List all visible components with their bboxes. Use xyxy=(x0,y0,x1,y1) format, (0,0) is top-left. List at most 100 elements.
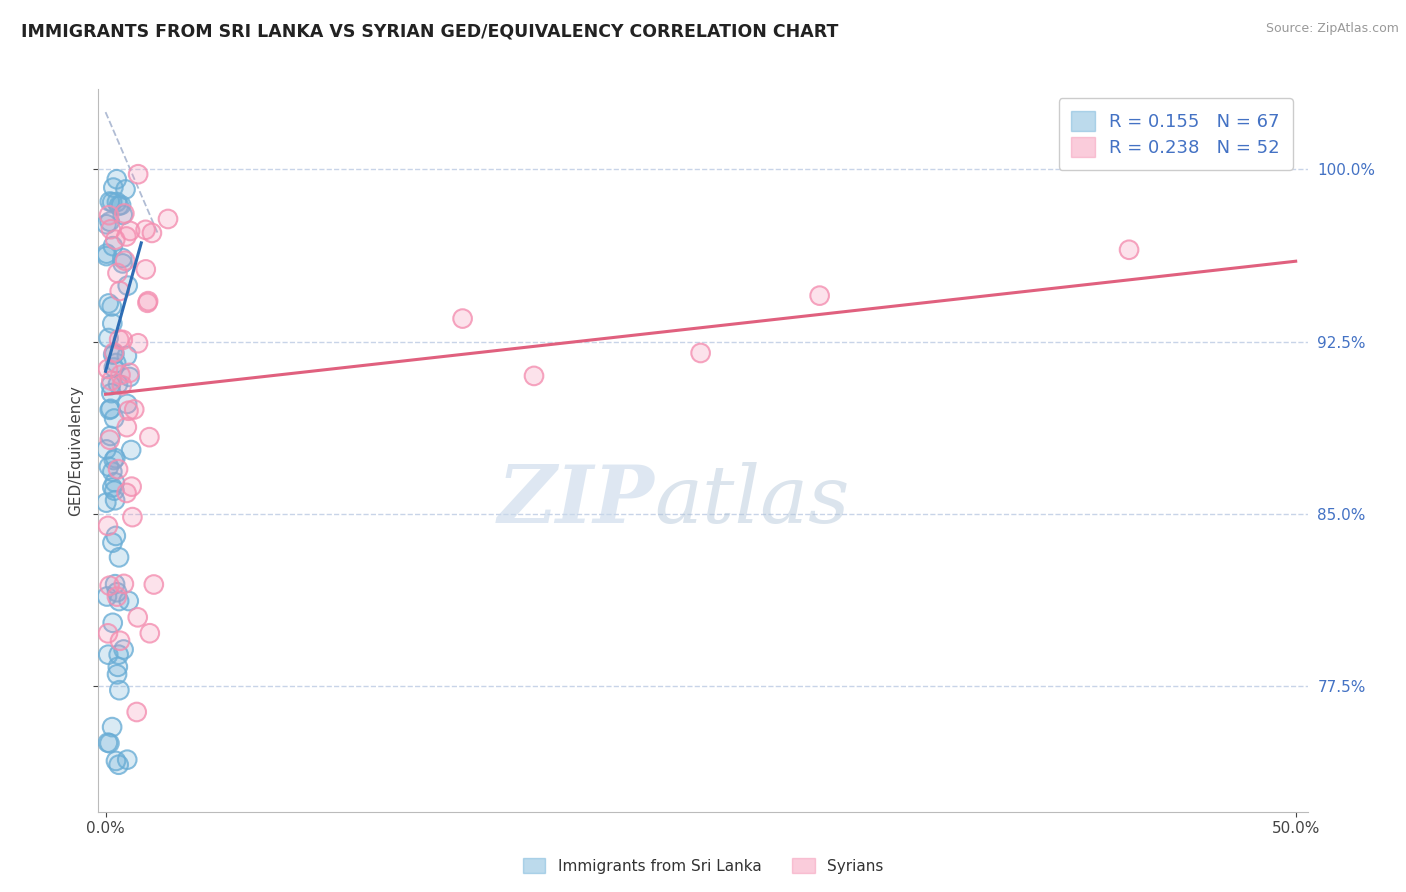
Point xyxy=(96,217,118,231)
Point xyxy=(100,374,122,388)
Point xyxy=(103,346,125,360)
Point xyxy=(118,594,141,608)
Point xyxy=(107,757,129,772)
Point xyxy=(156,211,179,226)
Point xyxy=(97,519,120,533)
Point xyxy=(107,648,129,662)
Point xyxy=(103,453,125,467)
Point xyxy=(105,585,128,599)
Point xyxy=(115,229,138,244)
Point xyxy=(110,198,132,212)
Point xyxy=(105,356,128,370)
Point xyxy=(101,465,124,479)
Point xyxy=(142,577,165,591)
Point xyxy=(101,465,124,479)
Point xyxy=(115,349,138,363)
Point xyxy=(97,519,120,533)
Point xyxy=(156,211,179,226)
Point xyxy=(117,403,139,417)
Point xyxy=(98,208,121,222)
Text: IMMIGRANTS FROM SRI LANKA VS SYRIAN GED/EQUIVALENCY CORRELATION CHART: IMMIGRANTS FROM SRI LANKA VS SYRIAN GED/… xyxy=(21,22,838,40)
Point xyxy=(104,754,127,768)
Point xyxy=(104,475,127,490)
Point xyxy=(105,585,128,599)
Point xyxy=(111,333,134,347)
Point xyxy=(96,495,118,509)
Point xyxy=(98,736,121,750)
Point xyxy=(107,660,129,674)
Point xyxy=(104,529,127,543)
Point xyxy=(96,249,118,263)
Point xyxy=(107,266,129,280)
Point xyxy=(122,402,145,417)
Point xyxy=(104,233,127,247)
Point xyxy=(96,217,118,231)
Point xyxy=(808,288,831,302)
Point xyxy=(98,208,121,222)
Point xyxy=(104,577,127,591)
Point xyxy=(98,215,121,229)
Point xyxy=(103,360,125,375)
Point xyxy=(111,208,134,222)
Point xyxy=(97,736,120,750)
Point xyxy=(105,667,128,681)
Point xyxy=(101,195,124,210)
Point xyxy=(127,610,149,624)
Point xyxy=(112,206,135,220)
Point xyxy=(108,594,131,608)
Point xyxy=(120,443,142,458)
Point xyxy=(103,483,125,498)
Point xyxy=(117,403,139,417)
Point xyxy=(108,594,131,608)
Point xyxy=(114,182,136,196)
Point xyxy=(115,486,138,500)
Point xyxy=(105,667,128,681)
Point xyxy=(101,239,124,253)
Point xyxy=(105,172,128,186)
Point xyxy=(96,590,118,604)
Legend: R = 0.155   N = 67, R = 0.238   N = 52: R = 0.155 N = 67, R = 0.238 N = 52 xyxy=(1059,98,1292,169)
Point xyxy=(107,462,129,476)
Point xyxy=(100,386,122,401)
Point xyxy=(120,443,142,458)
Point xyxy=(107,660,129,674)
Point xyxy=(127,610,149,624)
Point xyxy=(114,253,136,268)
Point xyxy=(523,368,546,383)
Point xyxy=(103,348,125,362)
Point xyxy=(451,311,474,326)
Point xyxy=(103,345,125,359)
Point xyxy=(98,433,121,447)
Point xyxy=(111,256,134,270)
Point xyxy=(135,223,157,237)
Point xyxy=(107,757,129,772)
Point xyxy=(104,475,127,490)
Point xyxy=(100,222,122,236)
Point xyxy=(97,362,120,376)
Point xyxy=(1118,243,1140,257)
Point xyxy=(111,333,134,347)
Point xyxy=(112,642,135,657)
Point xyxy=(117,278,139,293)
Point xyxy=(523,368,546,383)
Point xyxy=(103,453,125,467)
Point xyxy=(104,754,127,768)
Point xyxy=(104,493,127,508)
Text: ZIP: ZIP xyxy=(498,462,655,540)
Point xyxy=(135,262,157,277)
Point xyxy=(97,459,120,474)
Point xyxy=(103,348,125,362)
Point xyxy=(97,296,120,310)
Point xyxy=(108,284,131,298)
Point xyxy=(139,626,162,640)
Point xyxy=(115,397,138,411)
Point xyxy=(111,256,134,270)
Point xyxy=(100,378,122,392)
Point xyxy=(100,401,122,416)
Point xyxy=(121,510,143,524)
Point xyxy=(101,535,124,549)
Point xyxy=(96,590,118,604)
Point xyxy=(101,615,124,630)
Point xyxy=(108,683,131,698)
Point xyxy=(105,172,128,186)
